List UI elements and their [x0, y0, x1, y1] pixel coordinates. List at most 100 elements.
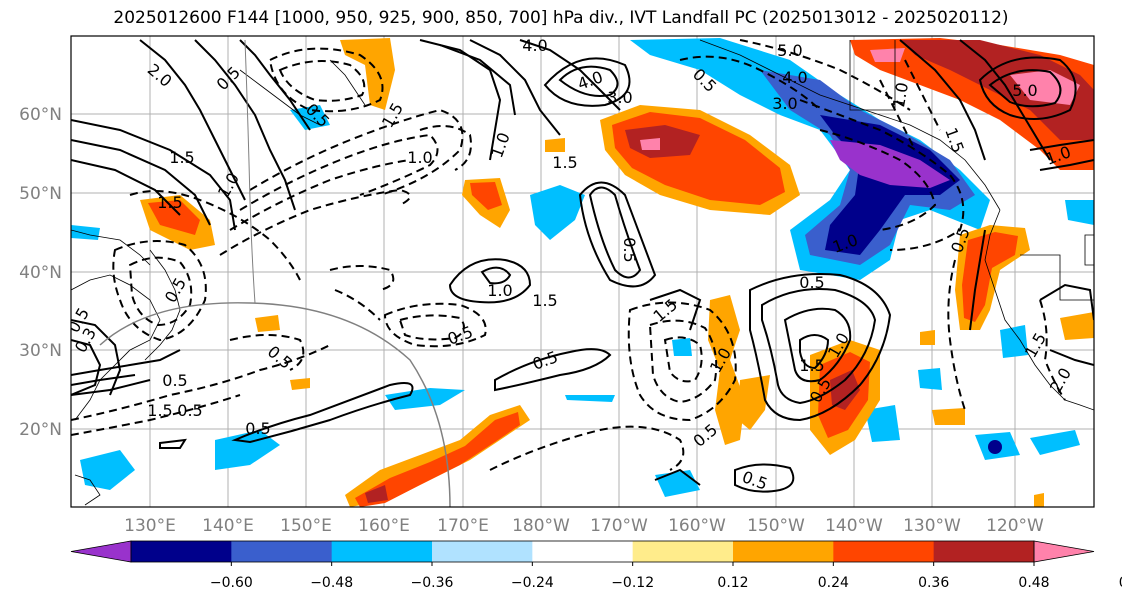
- longitude-axis: 130°E 140°E 150°E 160°E 170°E 180°W 170°W 160°W…: [124, 516, 1044, 536]
- contour-label: 1.0: [889, 81, 912, 109]
- contour-label: 1.5: [552, 153, 577, 172]
- lat-tick-label: 40°N: [19, 263, 62, 283]
- pos-fill-165w-tiny: [920, 330, 935, 345]
- contour-sw-band-3: [71, 379, 151, 396]
- contour-ne-loop-2: [988, 69, 1062, 108]
- contour-label: 0.5: [245, 419, 270, 438]
- contour-label: 0.5: [162, 371, 187, 390]
- colorbar-segment: [331, 541, 433, 562]
- contour-150w-1: [749, 273, 892, 422]
- contour-40n-loop: [448, 258, 532, 304]
- dcontour-ne-lines: [879, 59, 941, 151]
- contour-label-text: 0.5: [799, 273, 824, 292]
- neg-fill-150e: [215, 430, 280, 470]
- dcontour-tail: [329, 265, 395, 291]
- lon-tick-label: 160°W: [668, 516, 726, 536]
- pos-fill-165e-north-red: [470, 182, 502, 210]
- contour-label: 0.5: [620, 237, 639, 262]
- lon-tick-label: 140°E: [202, 516, 254, 536]
- dcontour-165w-loop-3: [663, 336, 703, 383]
- lon-tick-label: 130°E: [124, 516, 176, 536]
- dcontour-center-top: [419, 125, 472, 171]
- contour-label-text: 3.0: [772, 94, 797, 113]
- colorbar-tick-label: −0.48: [310, 575, 353, 591]
- pos-fill-south-central-red: [355, 412, 520, 507]
- contour-40n-inner: [480, 266, 512, 285]
- contour-ne-2: [959, 39, 1051, 161]
- pos-fill-ne-pink2: [870, 48, 905, 62]
- contour-label: 0.5: [177, 401, 202, 420]
- dcontour-nw-arc-2: [239, 133, 439, 211]
- lon-tick-label: 140°W: [825, 516, 883, 536]
- coast-kamchatka: [239, 59, 366, 126]
- contour-label-text: 1.5: [552, 153, 577, 172]
- colorbar-tick-label: 0.60: [1119, 575, 1122, 591]
- pos-fill-135e-red: [148, 200, 200, 235]
- pos-fill-kamchatka: [340, 38, 395, 110]
- colorbar-tick-label: −0.60: [210, 575, 253, 591]
- contour-label-text: 5.0: [777, 41, 802, 60]
- contour-label-text: 1.5: [532, 291, 557, 310]
- neg-fill-30n-coast: [1000, 325, 1028, 358]
- pos-fill-150w-band-core: [830, 370, 860, 410]
- coast-interior-borders: [849, 40, 1094, 301]
- contour-150w-3: [783, 307, 852, 383]
- neg-fill-120w: [1030, 430, 1080, 455]
- contour-label: 3.0: [772, 94, 797, 113]
- lon-tick-label: 170°E: [437, 516, 489, 536]
- pos-fill-30n-east: [1060, 312, 1094, 340]
- contour-nw-1: [71, 119, 236, 231]
- lon-tick-label: 150°W: [747, 516, 805, 536]
- dcontour-180-lines: [334, 289, 381, 321]
- contour-se-coast: [969, 229, 986, 331]
- contour-east-coast: [1029, 139, 1094, 171]
- contour-nw-3: [71, 159, 181, 216]
- neg-fill-180: [530, 185, 585, 240]
- contour-label: 5.0: [777, 41, 802, 60]
- contour-label-text: 1.0: [487, 281, 512, 300]
- contour-0-5-sw: [231, 382, 414, 444]
- dcontour-japan-loop: [112, 240, 207, 342]
- contour-loop-4: [558, 65, 619, 97]
- lon-tick-label: 180°W: [512, 516, 570, 536]
- pos-fill-south-central-core: [365, 485, 388, 503]
- contour-label: 5.0: [1012, 81, 1037, 100]
- shading-layer: [71, 38, 1094, 507]
- contour-150w-4: [799, 334, 830, 370]
- graticule: [71, 36, 1094, 507]
- lat-tick-label: 20°N: [19, 420, 62, 440]
- neg-fill-140w: [918, 368, 942, 390]
- contour-sw-band: [71, 349, 181, 376]
- contour-loop-1-5: [588, 186, 642, 279]
- contour-center-north-2: [439, 39, 621, 116]
- map-frame: [70, 35, 1095, 508]
- neg-fill-165e: [385, 388, 465, 410]
- dcontour-nw-loop-2: [278, 60, 366, 102]
- dcontour-south-1: [71, 344, 331, 421]
- contour-label: 1.5: [157, 193, 182, 212]
- contour-nw-5: [194, 39, 296, 211]
- contour-sw-band-2: [71, 374, 136, 386]
- dcontour-west-coast: [947, 259, 1066, 411]
- contour-ne-loop: [978, 56, 1077, 120]
- dcontour-gulf-alaska-1: [679, 55, 821, 111]
- pos-fill-135w-small: [932, 408, 965, 425]
- colorbar-tick-label: −0.36: [411, 575, 454, 591]
- contour-loop-3: [543, 57, 631, 107]
- contour-label-text: 5.0: [1012, 81, 1037, 100]
- contour-label-text: 4.0: [782, 68, 807, 87]
- dcontour-south-2: [71, 394, 241, 436]
- contour-label-text: 0.5: [620, 237, 639, 262]
- dcontour-gulf-alaska-3: [799, 99, 965, 251]
- colorbar-segment: [231, 541, 333, 562]
- dcontour-center-ovals: [383, 302, 487, 348]
- lat-tick-label: 60°N: [19, 105, 62, 125]
- contour-se-loop: [1039, 283, 1094, 366]
- contour-label: 1.5: [147, 401, 172, 420]
- colorbar-segment: [632, 541, 734, 562]
- contours-solid: [71, 39, 1094, 493]
- colorbar-extend-high: [1033, 540, 1095, 563]
- pos-fill-145e-small: [290, 378, 310, 390]
- contour-label: 1.5: [799, 356, 824, 375]
